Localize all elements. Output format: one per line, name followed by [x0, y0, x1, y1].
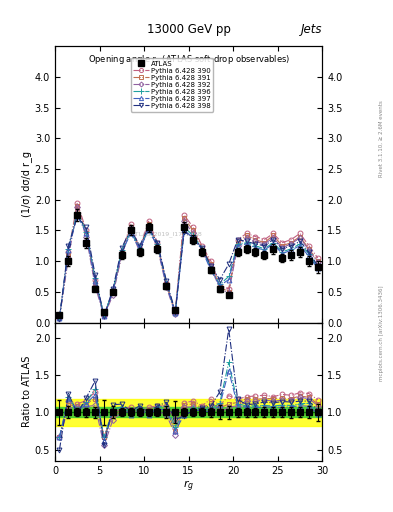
Text: Jets: Jets: [301, 23, 322, 36]
Text: mcplots.cern.ch [arXiv:1306.3436]: mcplots.cern.ch [arXiv:1306.3436]: [379, 285, 384, 380]
Legend: ATLAS, Pythia 6.428 390, Pythia 6.428 391, Pythia 6.428 392, Pythia 6.428 396, P: ATLAS, Pythia 6.428 390, Pythia 6.428 39…: [130, 58, 213, 112]
Text: Opening angle $r_g$ (ATLAS soft-drop observables): Opening angle $r_g$ (ATLAS soft-drop obs…: [88, 54, 290, 68]
Bar: [55, 399, 322, 425]
Y-axis label: (1/σ) dσ/d r_g: (1/σ) dσ/d r_g: [21, 152, 32, 217]
Text: ATLAS_2019_I1772068: ATLAS_2019_I1772068: [132, 231, 203, 237]
Bar: [55, 407, 322, 417]
X-axis label: $r_g$: $r_g$: [183, 478, 194, 494]
Text: Rivet 3.1.10, ≥ 2.6M events: Rivet 3.1.10, ≥ 2.6M events: [379, 100, 384, 177]
Y-axis label: Ratio to ATLAS: Ratio to ATLAS: [22, 356, 32, 428]
Text: 13000 GeV pp: 13000 GeV pp: [147, 23, 231, 36]
